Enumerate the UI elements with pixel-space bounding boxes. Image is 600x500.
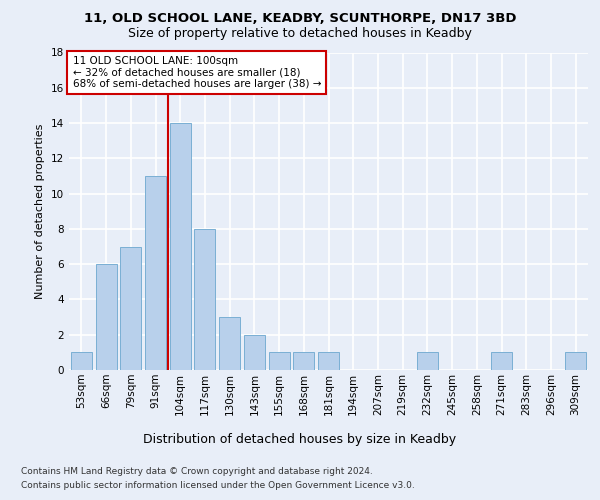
Bar bbox=[565, 352, 586, 370]
Bar bbox=[219, 317, 240, 370]
Text: Size of property relative to detached houses in Keadby: Size of property relative to detached ho… bbox=[128, 28, 472, 40]
Bar bbox=[244, 334, 265, 370]
Bar bbox=[120, 246, 141, 370]
Bar bbox=[145, 176, 166, 370]
Bar bbox=[491, 352, 512, 370]
Text: 11 OLD SCHOOL LANE: 100sqm
← 32% of detached houses are smaller (18)
68% of semi: 11 OLD SCHOOL LANE: 100sqm ← 32% of deta… bbox=[73, 56, 321, 89]
Text: Contains public sector information licensed under the Open Government Licence v3: Contains public sector information licen… bbox=[21, 481, 415, 490]
Bar bbox=[269, 352, 290, 370]
Bar bbox=[170, 123, 191, 370]
Text: Contains HM Land Registry data © Crown copyright and database right 2024.: Contains HM Land Registry data © Crown c… bbox=[21, 468, 373, 476]
Bar bbox=[95, 264, 116, 370]
Text: Distribution of detached houses by size in Keadby: Distribution of detached houses by size … bbox=[143, 432, 457, 446]
Bar bbox=[318, 352, 339, 370]
Bar bbox=[194, 229, 215, 370]
Bar bbox=[71, 352, 92, 370]
Bar bbox=[293, 352, 314, 370]
Y-axis label: Number of detached properties: Number of detached properties bbox=[35, 124, 46, 299]
Text: 11, OLD SCHOOL LANE, KEADBY, SCUNTHORPE, DN17 3BD: 11, OLD SCHOOL LANE, KEADBY, SCUNTHORPE,… bbox=[84, 12, 516, 26]
Bar bbox=[417, 352, 438, 370]
